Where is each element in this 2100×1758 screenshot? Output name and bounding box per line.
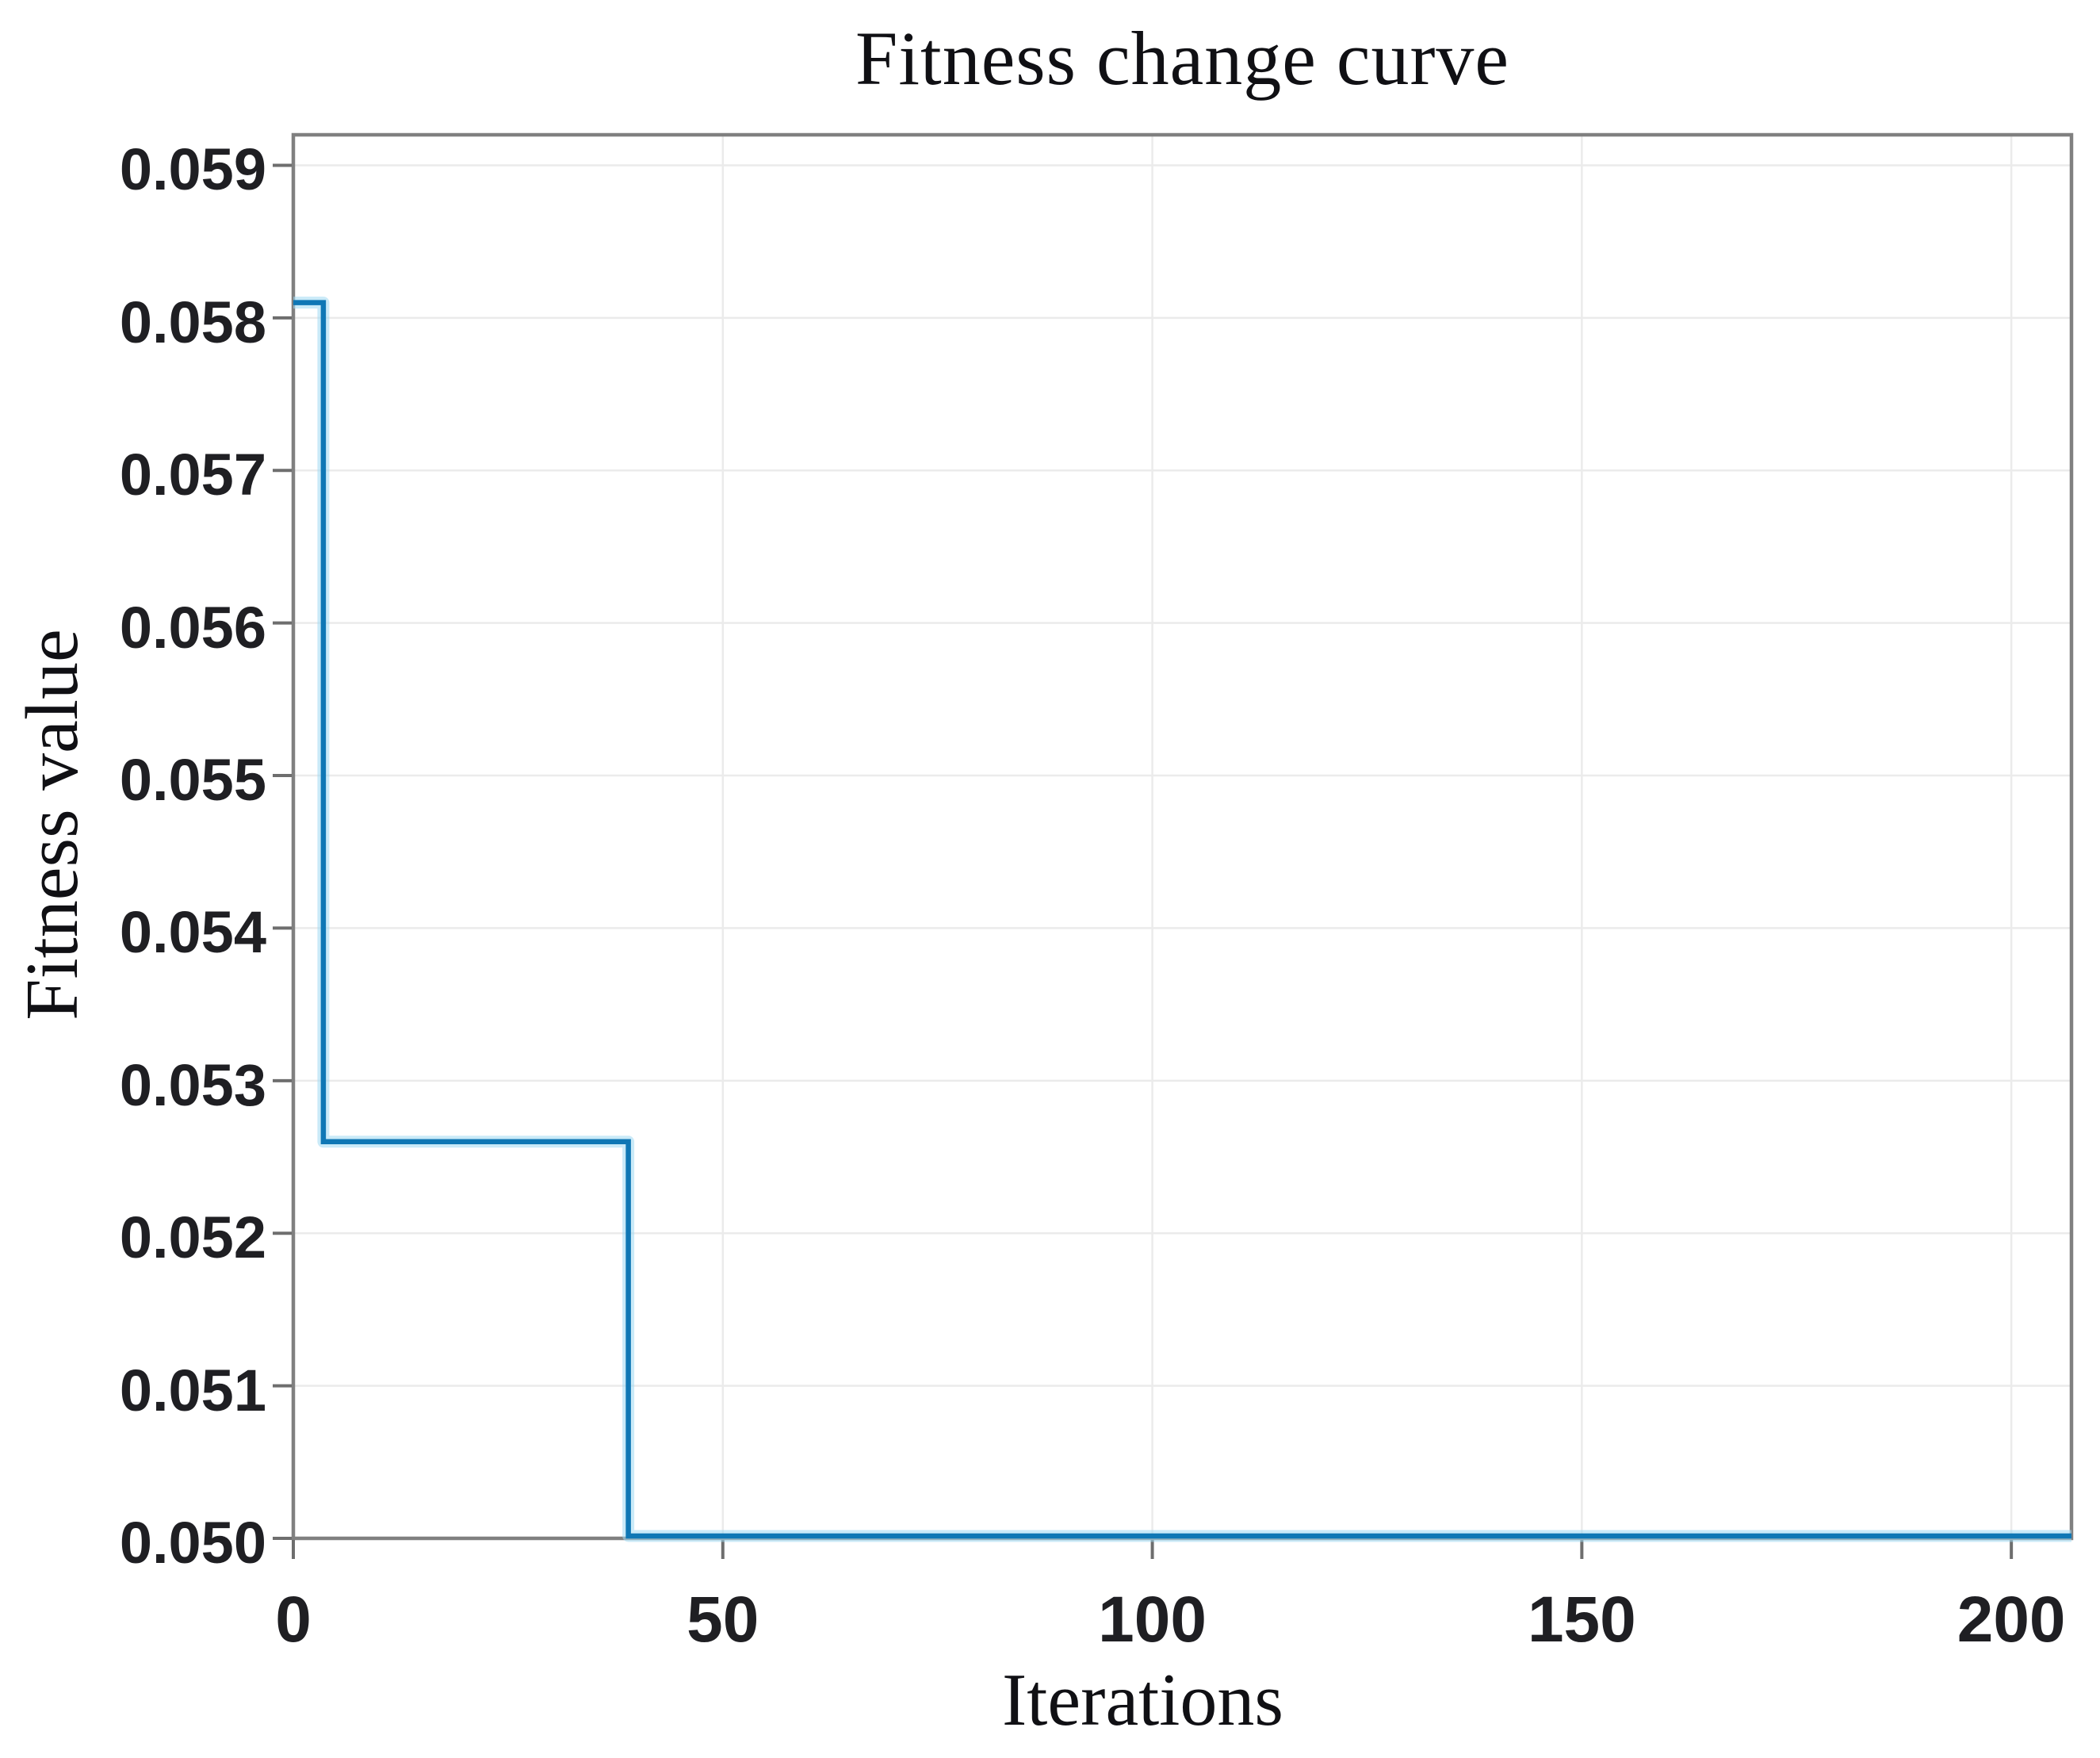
y-tick-label: 0.056 [119,594,266,661]
axes-border [291,132,2074,1541]
x-tick-label: 150 [1527,1584,1636,1656]
x-tick-label: 0 [275,1584,312,1656]
y-tick-label: 0.050 [119,1510,266,1576]
y-tick-label: 0.058 [119,289,266,355]
chart-title: Fitness change curve [855,16,1510,101]
x-axis-label: Iterations [1002,1659,1283,1741]
x-tick-label: 50 [687,1584,759,1656]
x-tick-label: 100 [1098,1584,1207,1656]
fitness-curve-halo [293,297,2071,1542]
y-tick-label: 0.054 [119,899,266,966]
y-tick-label: 0.055 [119,747,266,814]
fitness-curve-line [293,300,2071,1539]
y-tick-label: 0.057 [119,442,266,508]
y-tick-label: 0.051 [119,1357,266,1423]
y-tick-label: 0.059 [119,136,266,203]
y-tick-label: 0.053 [119,1051,266,1118]
x-tick-label: 200 [1957,1584,2066,1656]
y-tick-label: 0.052 [119,1205,266,1271]
